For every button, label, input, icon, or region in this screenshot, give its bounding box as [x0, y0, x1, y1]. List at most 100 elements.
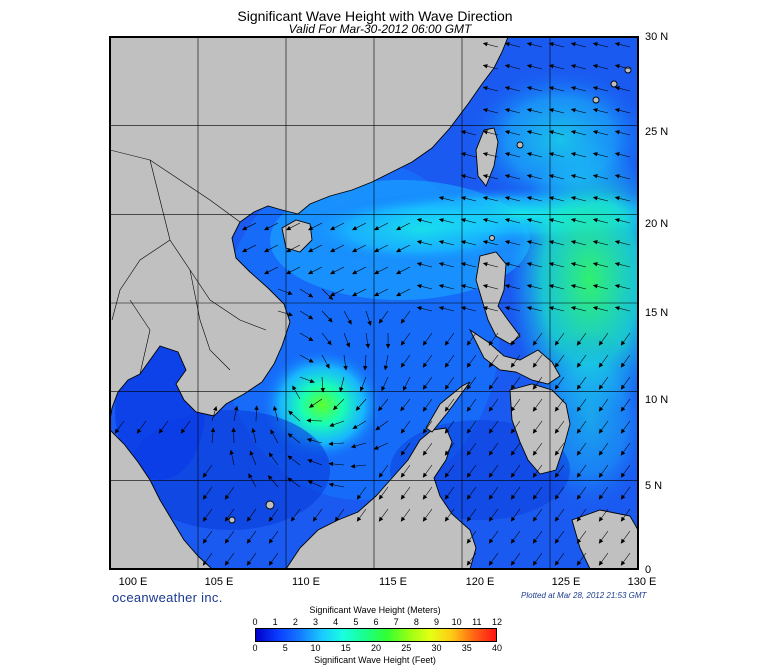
wave-arrow-head: [396, 248, 402, 253]
wave-arrow-head: [526, 174, 532, 179]
wave-arrow-head: [482, 262, 488, 267]
wave-arrow-head: [416, 306, 422, 311]
wave-arrow-head: [224, 538, 230, 544]
wave-arrow-head: [466, 538, 472, 544]
wave-arrow-head: [352, 292, 358, 297]
legend-color-bar: [255, 628, 497, 642]
wave-arrow-head: [202, 494, 208, 500]
wave-arrow-head: [416, 240, 422, 245]
wave-arrow-head: [482, 86, 488, 91]
wave-arrow-head: [307, 459, 313, 464]
wave-arrow-head: [438, 262, 444, 267]
wave-arrow-head: [504, 64, 510, 69]
wave-arrow-head: [570, 86, 576, 91]
wave-arrow-head: [620, 450, 626, 456]
wave-arrow-head: [504, 130, 510, 135]
feet-tick-label: 5: [282, 643, 288, 653]
wave-arrow-head: [598, 340, 604, 346]
wave-arrow-head: [576, 340, 582, 346]
wave-arrow-head: [136, 428, 142, 434]
wave-arrow-head: [224, 560, 230, 566]
wave-arrow-head: [328, 482, 334, 487]
wave-arrow-head: [400, 494, 406, 500]
wave-arrow-head: [504, 240, 510, 245]
wave-arrow-head: [570, 240, 576, 245]
wave-arrow-head: [202, 538, 208, 544]
wave-arrow-head: [460, 262, 466, 267]
wave-arrow-head: [180, 428, 186, 434]
wave-arrow-head: [548, 306, 554, 311]
wave-arrow-head: [598, 428, 604, 434]
wave-arrow-head: [548, 108, 554, 113]
wave-arrow-head: [532, 450, 538, 456]
wave-arrow-head: [373, 445, 379, 450]
wave-arrow-head: [526, 306, 532, 311]
wave-arrow-head: [268, 516, 274, 522]
wave-arrow-head: [359, 386, 365, 392]
lon-label-105e: 105 E: [204, 576, 234, 588]
wave-arrow-head: [347, 319, 352, 325]
wave-arrow-head: [378, 494, 384, 500]
wave-arrow-head: [460, 284, 466, 289]
wave-arrow-head: [482, 196, 488, 201]
wave-arrow-head: [330, 292, 336, 297]
wave-arrow-head: [400, 450, 406, 456]
wave-arrow-head: [416, 262, 422, 267]
wave-arrow-head: [482, 284, 488, 289]
wave-arrow-head: [598, 538, 604, 544]
wave-arrow-head: [309, 378, 315, 383]
wave-arrow-head: [308, 403, 315, 408]
lon-label-130e: 130 E: [627, 576, 657, 588]
wave-arrow-head: [504, 108, 510, 113]
wave-arrow-head: [548, 218, 554, 223]
wave-arrow-head: [378, 516, 384, 522]
wave-arrow-head: [504, 218, 510, 223]
wave-arrow-head: [400, 472, 406, 478]
wave-arrow-head: [308, 314, 314, 320]
wave-arrow-head: [548, 196, 554, 201]
wave-arrow-head: [576, 516, 582, 522]
wave-arrow-head: [526, 284, 532, 289]
wave-arrow-head: [273, 405, 278, 411]
wave-arrow-head: [367, 320, 372, 326]
wave-arrow-head: [422, 362, 428, 368]
asia-mainland: [110, 37, 509, 421]
wave-arrow-head: [526, 262, 532, 267]
wave-arrow-head: [554, 384, 560, 390]
wave-arrow-head: [381, 386, 386, 392]
eastern-islands: [571, 509, 638, 569]
wave-arrow-head: [422, 384, 428, 390]
feet-tick-label: 25: [401, 643, 412, 653]
wave-arrow-head: [374, 226, 380, 231]
wave-arrow-head: [396, 226, 402, 231]
wave-arrow-head: [400, 516, 406, 522]
wave-arrow-head: [570, 196, 576, 201]
wave-arrow-head: [270, 429, 275, 435]
wave-arrow-head: [268, 452, 274, 458]
lat-label-0: 0: [645, 564, 652, 576]
wave-arrow-head: [327, 317, 333, 323]
wave-arrow-head: [328, 461, 334, 467]
wave-arrow-head: [592, 152, 598, 157]
wave-arrow-head: [210, 427, 216, 433]
wave-arrow-head: [488, 406, 494, 412]
wave-arrow-head: [598, 406, 604, 412]
wave-arrow-head: [422, 472, 428, 478]
wave-arrow-head: [620, 494, 626, 500]
wave-arrow-head: [570, 262, 576, 267]
meters-tick-label: 10: [451, 617, 462, 627]
wave-arrow-head: [488, 450, 494, 456]
wave-arrow-head: [488, 560, 494, 566]
map-frame: [109, 36, 639, 570]
wave-arrow-head: [350, 463, 356, 469]
wave-arrow-head: [482, 108, 488, 113]
wave-arrow-head: [224, 494, 230, 500]
feet-tick-label: 30: [431, 643, 442, 653]
wave-arrow-head: [570, 42, 576, 47]
wave-arrow-head: [385, 344, 391, 349]
meters-tick-label: 6: [373, 617, 379, 627]
wave-arrow-head: [254, 405, 259, 411]
wave-arrow-head: [576, 494, 582, 500]
wave-arrow-head: [466, 472, 472, 478]
wave-arrow-head: [320, 387, 326, 393]
